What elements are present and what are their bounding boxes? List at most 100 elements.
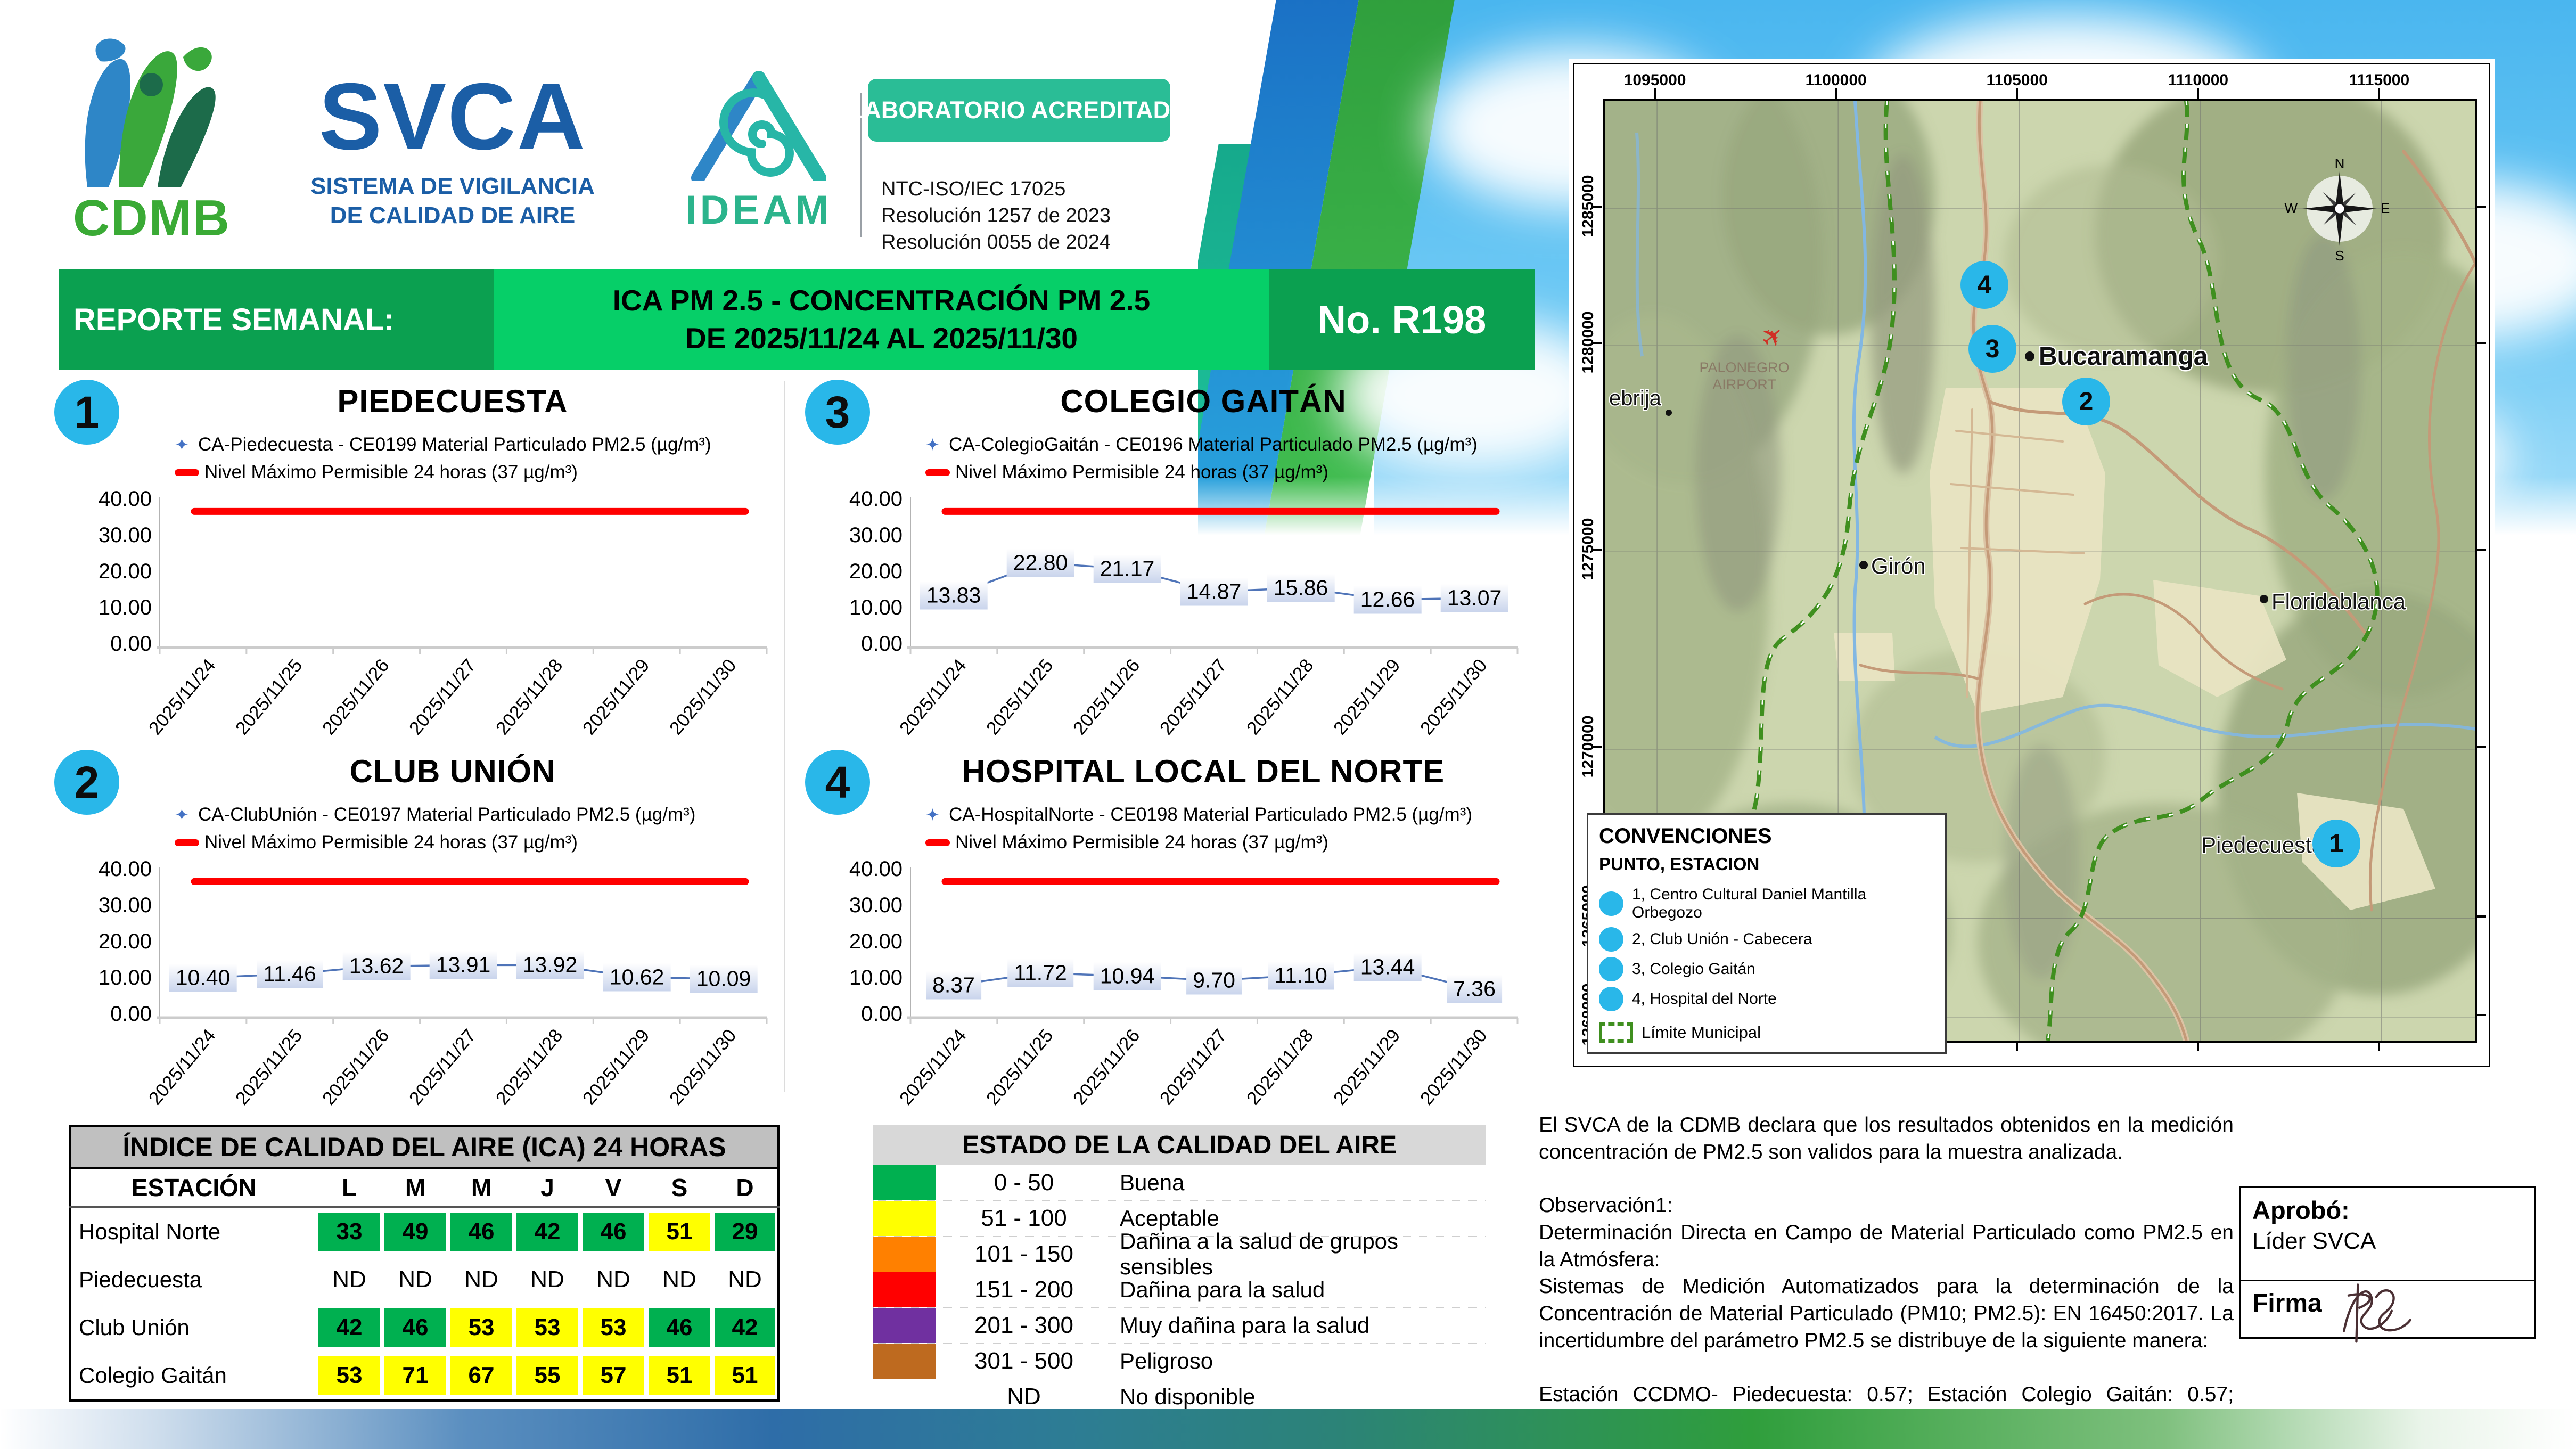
- ica-day-header: L: [316, 1168, 382, 1208]
- ica-day-header: M: [382, 1168, 448, 1208]
- series-marker-icon: ✦: [175, 435, 189, 454]
- accreditation-line: NTC-ISO/IEC 17025: [881, 178, 1066, 200]
- limit-marker-icon: [925, 469, 950, 476]
- chart-legend: ✦ CA-HospitalNorte - CE0198 Material Par…: [925, 801, 1472, 856]
- map-legend-item: 1, Centro Cultural Daniel Mantilla Orbeg…: [1599, 886, 1934, 922]
- station-point-icon: [1599, 987, 1623, 1011]
- map-tick: [2475, 205, 2486, 208]
- limit-marker-icon: [175, 469, 199, 476]
- y-axis-tick-label: 40.00: [98, 857, 152, 881]
- footer-gradient-bar: [0, 1409, 2576, 1449]
- map-panel: 1095000 1100000 1105000 1110000 1115000 12850…: [1569, 59, 2495, 1071]
- map-tick: [2378, 1041, 2381, 1051]
- chart-piedecuesta: 1 PIEDECUESTA ✦ CA-Piedecuesta - CE0199 …: [53, 375, 777, 748]
- map-easting-label: 1105000: [1986, 71, 2048, 89]
- estado-label: Aceptable: [1112, 1201, 1486, 1236]
- ica-value-cell: 46: [384, 1308, 446, 1347]
- series-marker-icon: ✦: [925, 805, 940, 824]
- city-label-piedecuesta: Piedecuesta: [2201, 832, 2325, 857]
- y-axis-tick-label: 30.00: [98, 523, 152, 547]
- ica-value-cell: ND: [583, 1260, 644, 1299]
- estado-range: 101 - 150: [974, 1241, 1073, 1267]
- chart-title: CLUB UNIÓN: [349, 754, 556, 789]
- estado-color-swatch: [873, 1201, 936, 1236]
- data-point-label: 13.83: [920, 581, 988, 610]
- compass-e: E: [2381, 200, 2390, 216]
- ideam-logo-icon: [691, 71, 826, 185]
- map-legend-item-label: 4, Hospital del Norte: [1632, 990, 1777, 1008]
- y-axis-tick-label: 0.00: [861, 1002, 903, 1026]
- estado-label: Peligroso: [1112, 1344, 1486, 1379]
- map-tick: [1591, 746, 1602, 748]
- declaration-text: El SVCA de la CDMB declara que los resul…: [1539, 1112, 2234, 1435]
- accreditation-line: Resolución 0055 de 2024: [881, 231, 1111, 254]
- city-labels: Bucaramanga Girón Floridablanca Piedecue…: [1608, 341, 2407, 859]
- data-point-label: 13.92: [516, 951, 584, 979]
- ica-table-row: Colegio Gaitán 53 71 67 55 57 51 51: [70, 1352, 778, 1401]
- map-station-marker-2: 2: [2062, 378, 2110, 425]
- map-tick: [2475, 915, 2486, 918]
- ica-table-header-row: ESTACIÓN L M M J V S D: [70, 1168, 779, 1208]
- map-legend-item: 4, Hospital del Norte: [1599, 987, 1934, 1011]
- estado-row: 151 - 200 Dañina para la salud: [873, 1272, 1486, 1308]
- limit-legend-label: Nivel Máximo Permisible 24 horas (37 µg/…: [955, 462, 1328, 482]
- header-divider: [860, 93, 862, 237]
- accreditation-badge: LABORATORIO ACREDITADO: [849, 79, 1189, 142]
- ica-station-header: ESTACIÓN: [70, 1168, 316, 1208]
- ica-day-header: V: [580, 1168, 646, 1208]
- map-easting-label: 1095000: [1623, 71, 1686, 89]
- estado-color-swatch: [873, 1165, 936, 1200]
- data-point-label: 13.91: [429, 951, 497, 979]
- ica-value-cell: 49: [384, 1213, 446, 1251]
- map-legend: CONVENCIONES PUNTO, ESTACION 1, Centro C…: [1587, 813, 1947, 1054]
- map-tick: [2016, 1041, 2019, 1051]
- approved-label: Aprobó:: [2252, 1196, 2350, 1224]
- estado-range: 51 - 100: [981, 1205, 1067, 1231]
- series-legend-label: CA-ColegioGaitán - CE0196 Material Parti…: [949, 434, 1478, 455]
- map-frame: Bucaramanga Girón Floridablanca Piedecue…: [1603, 99, 2477, 1043]
- ica-value-cell: ND: [649, 1260, 710, 1299]
- ica-station-name: Hospital Norte: [79, 1219, 221, 1244]
- y-axis-tick-label: 10.00: [849, 966, 903, 989]
- map-station-marker-3: 3: [1968, 325, 2016, 373]
- station-point-icon: [1599, 891, 1623, 916]
- station-number-badge: 1: [54, 380, 119, 445]
- map-outer-border: [1573, 63, 2490, 1067]
- y-axis-tick-label: 40.00: [849, 857, 903, 881]
- svca-logo: SVCA SISTEMA DE VIGILANCIA DE CALIDAD DE…: [290, 69, 615, 230]
- y-axis-tick-label: 30.00: [849, 523, 903, 547]
- chart-column-divider: [784, 381, 785, 1092]
- data-point-label: 12.66: [1353, 585, 1422, 614]
- declaration-paragraph: Sistemas de Medición Automatizados para …: [1539, 1275, 2234, 1352]
- map-legend-title: CONVENCIONES: [1599, 824, 1772, 848]
- map-tick: [1591, 549, 1602, 551]
- ica-table-title: ÍNDICE DE CALIDAD DEL AIRE (ICA) 24 HORA…: [70, 1126, 779, 1169]
- y-axis-tick-label: 10.00: [98, 966, 152, 989]
- signature-label: Firma: [2252, 1289, 2322, 1317]
- report-banner: REPORTE SEMANAL: ICA PM 2.5 - CONCENTRAC…: [59, 269, 1535, 370]
- series-marker-icon: ✦: [925, 435, 940, 454]
- estado-label: No disponible: [1112, 1379, 1486, 1414]
- y-axis-tick-label: 20.00: [98, 560, 152, 583]
- estado-row: 301 - 500 Peligroso: [873, 1344, 1486, 1379]
- limit-legend-label: Nivel Máximo Permisible 24 horas (37 µg/…: [204, 832, 578, 853]
- map-tick: [2197, 1041, 2200, 1051]
- ica-day-header: J: [514, 1168, 580, 1208]
- approval-box: Aprobó: Líder SVCA Firma: [2239, 1186, 2536, 1343]
- compass-w: W: [2284, 200, 2298, 216]
- map-tick: [1835, 88, 1837, 99]
- y-axis-tick-label: 20.00: [849, 560, 903, 583]
- y-axis-tick-label: 0.00: [110, 632, 152, 656]
- estado-range: 151 - 200: [974, 1276, 1073, 1303]
- ica-value-cell: 51: [649, 1356, 710, 1395]
- data-point-label: 13.44: [1353, 953, 1422, 981]
- ica-value-cell: 57: [583, 1356, 644, 1395]
- accreditation-line: Resolución 1257 de 2023: [881, 204, 1111, 227]
- y-axis-tick-label: 20.00: [849, 930, 903, 953]
- ica-value-cell: ND: [516, 1260, 578, 1299]
- station-point-icon: [1599, 927, 1623, 952]
- data-point-label: 11.10: [1268, 961, 1334, 990]
- approved-by: Líder SVCA: [2252, 1228, 2376, 1254]
- ica-table-row: Club Unión 42 46 53 53 53 46 42: [70, 1304, 778, 1352]
- estado-range: 0 - 50: [994, 1169, 1054, 1196]
